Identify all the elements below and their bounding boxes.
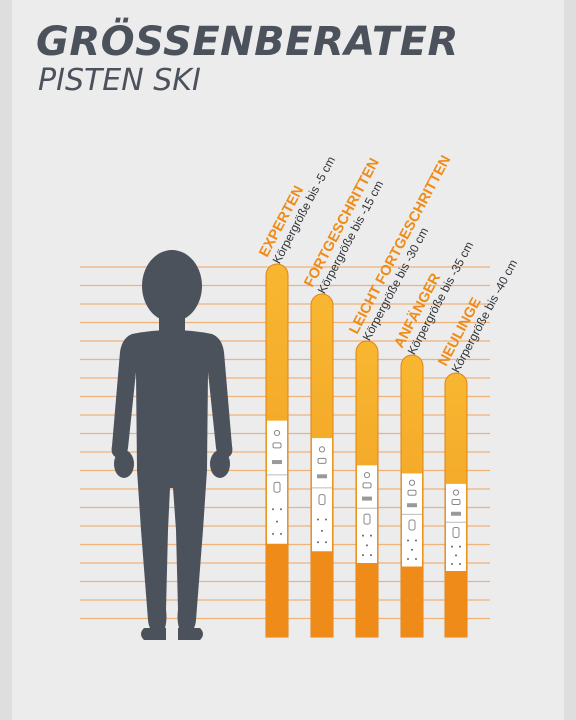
page-subtitle: PISTEN SKI [38,63,201,98]
ski-icon [355,340,379,638]
ski-icon [400,354,424,638]
ski-icon [444,372,468,638]
ski-icon [310,293,334,638]
person-silhouette-icon [111,250,233,640]
ski-icon [265,263,289,638]
page-title: GRÖSSENBERATER [36,19,459,65]
skis-group [265,263,468,638]
